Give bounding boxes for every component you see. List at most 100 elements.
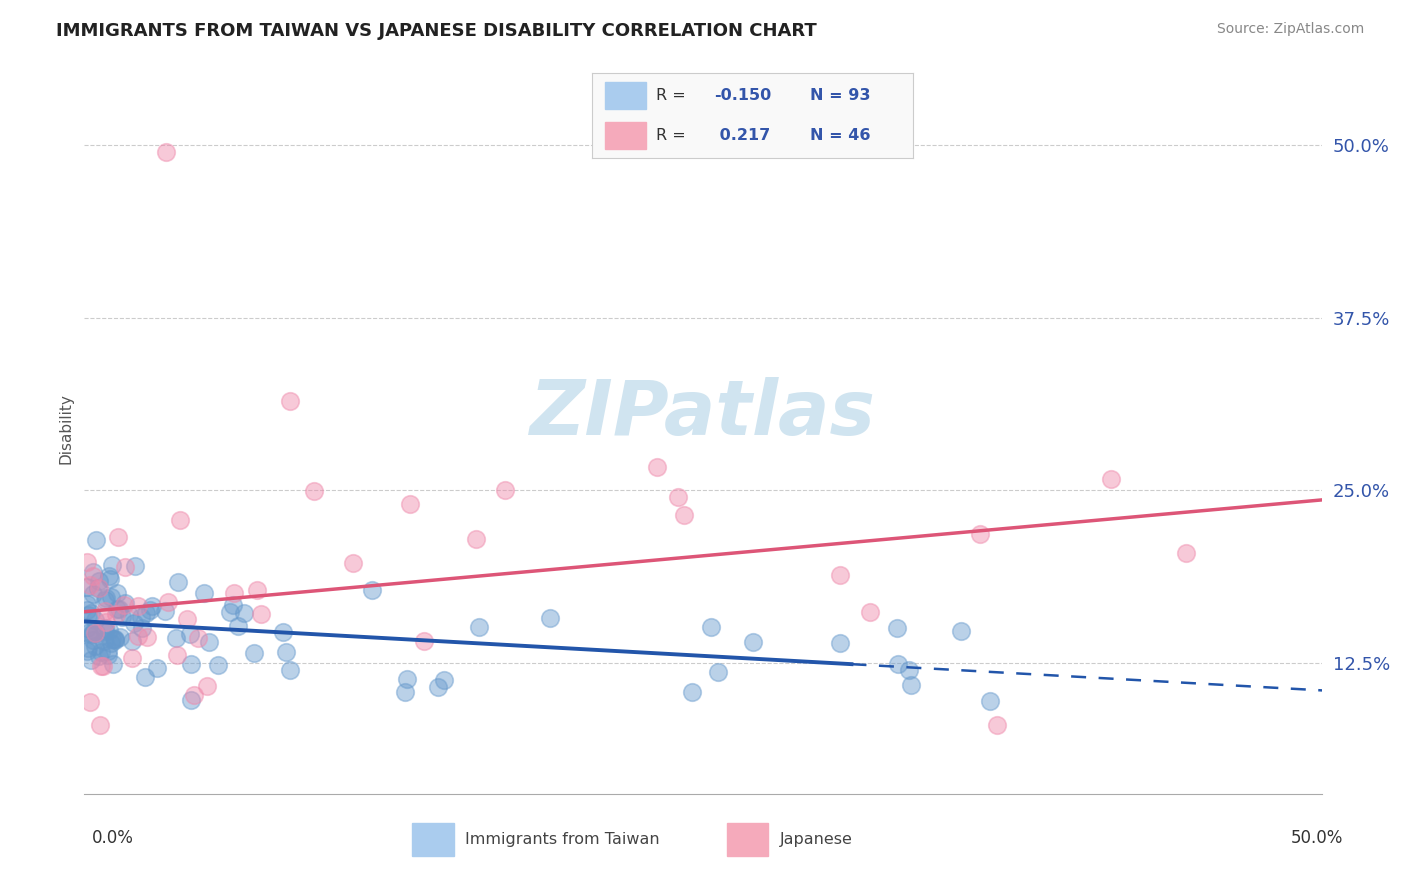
Point <box>77 626 100 640</box>
Point <box>87 574 110 588</box>
Point <box>949 624 972 639</box>
Text: Source: ZipAtlas.com: Source: ZipAtlas.com <box>1216 22 1364 37</box>
Point <box>103 632 125 647</box>
Point <box>91 659 114 673</box>
Point <box>828 567 851 582</box>
Point <box>278 663 301 677</box>
Point <box>103 657 125 672</box>
Point <box>89 648 111 663</box>
Point <box>114 559 136 574</box>
Point <box>394 684 416 698</box>
Point <box>141 599 163 613</box>
Point <box>278 393 301 408</box>
Point <box>93 592 115 607</box>
Point <box>76 643 98 657</box>
Point <box>538 610 561 624</box>
Point <box>77 641 100 656</box>
Point <box>741 634 763 648</box>
Text: ZIPatlas: ZIPatlas <box>530 376 876 450</box>
Point <box>180 657 202 672</box>
Point <box>986 718 1008 732</box>
Point <box>80 627 103 641</box>
Point <box>886 621 908 635</box>
Point <box>82 624 104 639</box>
Point <box>84 613 107 627</box>
Point <box>84 625 107 640</box>
Point <box>179 626 201 640</box>
Point <box>97 644 120 658</box>
Point <box>93 634 115 648</box>
Point <box>243 646 266 660</box>
Point <box>1174 546 1197 560</box>
Point <box>897 663 920 677</box>
Point <box>98 572 121 586</box>
Point <box>413 633 436 648</box>
Point <box>494 483 516 498</box>
Point <box>706 665 728 679</box>
Point <box>76 598 98 612</box>
Point <box>1101 472 1123 486</box>
Point <box>105 607 128 621</box>
Point <box>131 621 153 635</box>
Point <box>127 629 149 643</box>
Point <box>122 615 145 630</box>
Point <box>195 679 218 693</box>
Point <box>82 633 104 648</box>
Point <box>165 631 187 645</box>
Point <box>979 694 1001 708</box>
Point <box>82 587 104 601</box>
Point <box>395 672 418 686</box>
Point <box>105 586 128 600</box>
Point <box>76 621 98 635</box>
Point <box>399 497 422 511</box>
Point <box>207 657 229 672</box>
Point <box>79 695 101 709</box>
Point <box>80 653 103 667</box>
Point <box>83 639 105 653</box>
Point <box>219 605 242 619</box>
Point <box>681 685 703 699</box>
Point <box>155 604 177 618</box>
Point <box>97 569 120 583</box>
Point <box>107 530 129 544</box>
Point <box>464 533 486 547</box>
Point <box>859 605 882 619</box>
Point <box>124 559 146 574</box>
Text: 0.0%: 0.0% <box>91 829 134 847</box>
Point <box>84 533 107 547</box>
Point <box>233 607 256 621</box>
Point <box>887 657 910 671</box>
Point <box>129 610 152 624</box>
Point <box>157 595 180 609</box>
Point <box>121 651 143 665</box>
Point <box>100 636 122 650</box>
Point <box>673 508 696 523</box>
Point <box>114 595 136 609</box>
Point <box>82 566 104 580</box>
Point <box>105 601 128 615</box>
Point <box>80 607 103 621</box>
Point <box>166 648 188 662</box>
Point <box>112 598 135 612</box>
Point <box>76 603 98 617</box>
Point <box>83 625 105 640</box>
Y-axis label: Disability: Disability <box>58 392 73 464</box>
Point <box>108 631 131 645</box>
Point <box>467 619 489 633</box>
Point <box>96 615 118 629</box>
Point <box>127 599 149 613</box>
Point <box>101 632 124 646</box>
Point <box>76 580 98 594</box>
Point <box>76 555 98 569</box>
Point <box>135 607 157 621</box>
Point <box>111 610 134 624</box>
Point <box>94 624 117 638</box>
Point <box>198 634 221 648</box>
Point <box>138 603 160 617</box>
Point <box>118 607 141 622</box>
Point <box>155 145 177 160</box>
Point <box>645 460 668 475</box>
Point <box>193 586 215 600</box>
Point <box>249 607 271 621</box>
Point <box>274 645 297 659</box>
